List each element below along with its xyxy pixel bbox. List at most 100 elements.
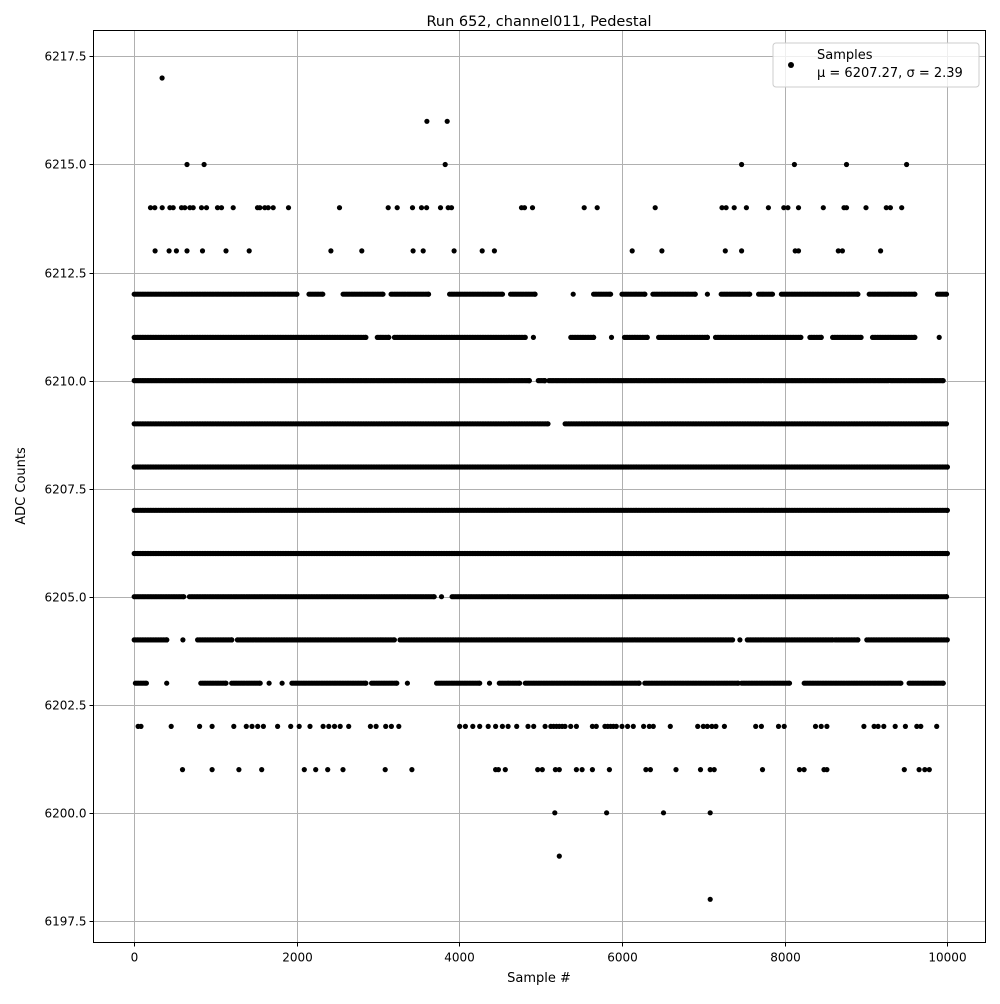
data-point	[385, 205, 391, 211]
data-point	[604, 810, 610, 816]
data-point	[593, 723, 599, 730]
data-point	[257, 205, 263, 211]
data-point	[301, 767, 307, 773]
data-point	[223, 680, 229, 686]
data-point	[199, 248, 206, 254]
data-point	[257, 680, 263, 686]
data-point	[824, 723, 830, 730]
data-point	[737, 637, 743, 643]
data-point	[581, 205, 587, 211]
data-point	[943, 291, 950, 297]
data-point	[522, 334, 528, 340]
data-point	[198, 205, 205, 211]
data-point	[887, 205, 894, 211]
data-point	[502, 767, 508, 773]
data-point	[552, 810, 558, 816]
data-point	[396, 723, 402, 730]
chart-title: Run 652, channel011, Pedestal	[426, 14, 651, 30]
legend-marker	[788, 62, 794, 68]
data-point	[697, 767, 704, 773]
data-point	[170, 205, 176, 211]
data-point	[326, 723, 332, 730]
data-point	[775, 723, 782, 730]
data-point	[246, 248, 252, 254]
data-point	[255, 723, 261, 730]
data-point	[899, 205, 905, 211]
data-point	[944, 464, 950, 470]
data-point	[367, 723, 373, 730]
data-point	[721, 723, 728, 730]
y-axis-label: ADC Counts	[14, 447, 29, 525]
data-point	[218, 205, 225, 211]
data-point	[442, 161, 448, 168]
data-point	[824, 767, 830, 773]
data-point	[855, 291, 861, 297]
data-point	[363, 680, 369, 686]
data-point	[159, 75, 165, 81]
x-axis-label: Sample #	[507, 971, 571, 986]
data-point	[539, 767, 545, 773]
data-point	[270, 205, 276, 211]
data-point	[786, 680, 793, 686]
data-point	[542, 723, 548, 730]
data-point	[940, 680, 946, 686]
data-points	[131, 75, 950, 902]
data-point	[525, 723, 531, 730]
data-point	[410, 248, 416, 254]
data-point	[944, 550, 950, 557]
y-tick-label: 6207.5	[45, 483, 87, 497]
data-point	[394, 680, 400, 686]
data-point	[448, 205, 455, 211]
data-point	[485, 723, 491, 730]
data-point	[795, 205, 802, 211]
data-point	[636, 680, 642, 686]
data-point	[606, 767, 613, 773]
data-point	[568, 723, 574, 730]
data-point	[431, 594, 437, 600]
data-point	[652, 205, 658, 211]
data-point	[934, 723, 940, 730]
data-point	[337, 723, 343, 730]
data-point	[695, 723, 701, 730]
data-point	[243, 723, 249, 730]
y-tick-label: 6197.5	[45, 915, 87, 929]
data-point	[723, 205, 729, 211]
data-point	[642, 291, 648, 297]
legend-series-name: Samples	[817, 48, 873, 63]
data-point	[589, 767, 596, 773]
data-point	[650, 723, 656, 730]
data-point	[936, 334, 942, 340]
data-point	[499, 723, 505, 730]
data-point	[796, 767, 803, 773]
data-point	[164, 637, 170, 643]
data-point	[164, 680, 170, 686]
data-point	[758, 723, 765, 730]
data-point	[839, 248, 846, 254]
data-point	[182, 205, 188, 211]
data-point	[495, 767, 501, 773]
data-point	[667, 723, 673, 730]
data-point	[424, 205, 430, 211]
data-point	[336, 205, 343, 211]
data-point	[747, 291, 753, 297]
data-point	[477, 723, 483, 730]
x-tick-label: 2000	[282, 951, 313, 965]
data-point	[424, 118, 430, 124]
data-point	[878, 248, 884, 254]
data-point	[320, 291, 326, 297]
data-point	[173, 248, 179, 254]
data-point	[359, 248, 365, 254]
data-point	[912, 291, 918, 297]
data-point	[404, 680, 410, 686]
data-point	[418, 205, 425, 211]
data-point	[673, 767, 679, 773]
data-point	[201, 161, 207, 168]
data-point	[594, 205, 600, 211]
data-point	[223, 248, 229, 254]
data-point	[881, 723, 887, 730]
y-tick-label: 6215.0	[45, 158, 87, 172]
legend: Samples μ = 6207.27, σ = 2.39	[772, 42, 980, 88]
data-point	[209, 767, 215, 773]
data-point	[801, 767, 807, 773]
